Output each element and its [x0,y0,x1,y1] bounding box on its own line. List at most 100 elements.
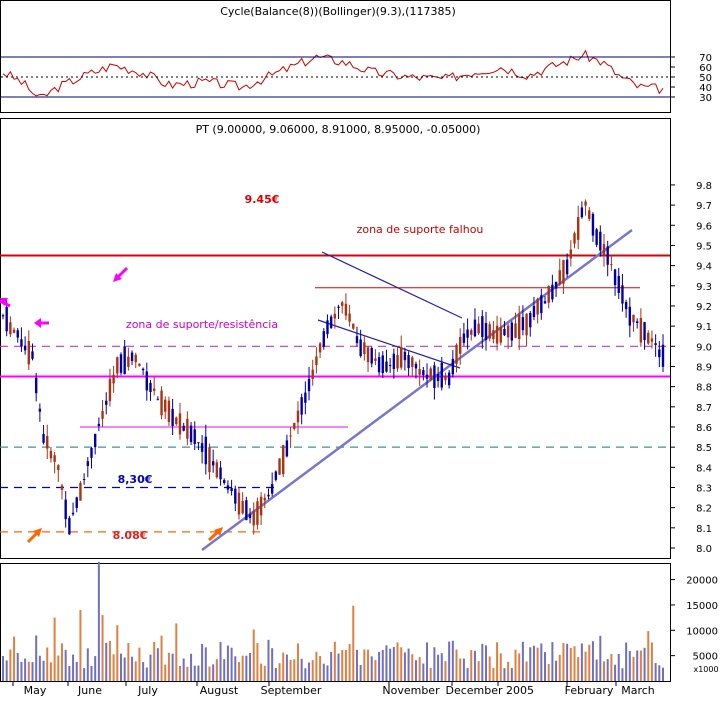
volume-bar [510,668,513,681]
month-label: July [137,684,158,697]
rsi-tick-label: 40 [699,83,712,94]
volume-bar [241,655,244,681]
candle-body [138,363,141,366]
candle-body [171,408,174,426]
volume-bar [426,642,429,681]
candle-body [510,322,514,341]
candle-body [643,322,646,341]
candle-body [296,410,300,423]
candle-body [156,398,160,400]
candle-body [658,349,661,358]
candle-body [370,348,373,364]
volume-bar [204,647,207,681]
candle-body [263,497,266,501]
volume-bar [53,617,56,681]
volume-bar [448,641,451,681]
candle-body [293,422,296,429]
volume-bar [9,649,12,681]
price-tick-label: 8.3 [696,483,712,494]
volume-bar [68,666,71,681]
rsi-tick-label: 70 [699,53,712,64]
volume-bar [296,643,299,681]
candle-body [300,397,303,415]
volume-bar [333,641,336,681]
price-tick-label: 9.1 [696,322,712,333]
volume-bar [588,644,591,681]
candle-body [93,433,97,448]
volume-bar [433,647,436,681]
candle-body [403,351,407,361]
candle-body [289,435,292,437]
candle-body [49,450,53,459]
volume-bar [621,668,624,681]
candle-body [278,458,281,475]
volume-bar [64,649,67,681]
candle-body [270,484,274,494]
candle-body [64,499,67,520]
volume-bar [105,642,108,681]
rsi-tick-label: 50 [699,73,712,84]
candle-body [525,313,528,336]
volume-bar [521,641,524,681]
volume-bar [400,647,403,681]
month-label: August [200,684,239,697]
arrow-icon [0,298,8,306]
candle-body [562,260,565,284]
candle-body [211,461,215,466]
volume-bar [337,653,340,681]
candle-body [374,358,377,361]
volume-bar [385,645,388,681]
volume-bar [123,657,126,681]
candle-body [632,314,635,323]
volume-bar [212,664,215,681]
volume-bar [201,643,204,681]
volume-bar [632,656,635,681]
candle-body [635,321,639,324]
price-tick-label: 9.3 [696,282,712,293]
arrow-icon [214,527,223,536]
candle-body [9,322,12,335]
volume-bar [16,652,19,681]
month-label: February [565,684,614,697]
volume-bar [219,642,222,681]
candle-body [130,352,134,361]
chart-title: PT (9.00000, 9.06000, 8.91000, 8.95000, … [196,123,481,136]
volume-bar [90,666,93,681]
candle-body [429,368,432,380]
volume-bar [658,665,661,681]
candle-body [112,374,115,384]
candle-body [12,329,16,333]
volume-bar [72,654,75,681]
volume-bar [507,661,510,681]
candle-body [540,295,543,314]
volume-bar [5,660,8,681]
label-808: 8.08€ [113,529,148,542]
candle-body [5,307,8,332]
volume-bar [459,658,462,681]
volume-bar [595,659,598,681]
candle-body [175,417,178,425]
candle-body [116,357,119,374]
candle-body [459,337,462,354]
candle-body [624,302,628,310]
volume-bar [293,659,296,681]
candle-body [352,323,355,329]
candle-body [617,275,620,293]
price-tick-label: 8.5 [696,443,712,454]
volume-bar [237,662,240,681]
candle-body [414,363,418,369]
volume-bar [164,664,167,681]
candle-body [82,479,86,481]
candle-body [348,313,351,322]
volume-bar [636,650,639,681]
candle-body [422,370,425,376]
volume-bar [13,636,16,681]
candle-body [16,330,19,338]
price-tick-label: 8.4 [696,463,712,474]
candle-body [444,375,447,381]
candle-body [639,317,643,343]
volume-bar [603,661,606,681]
candle-body [400,346,403,368]
candle-body [503,328,506,336]
